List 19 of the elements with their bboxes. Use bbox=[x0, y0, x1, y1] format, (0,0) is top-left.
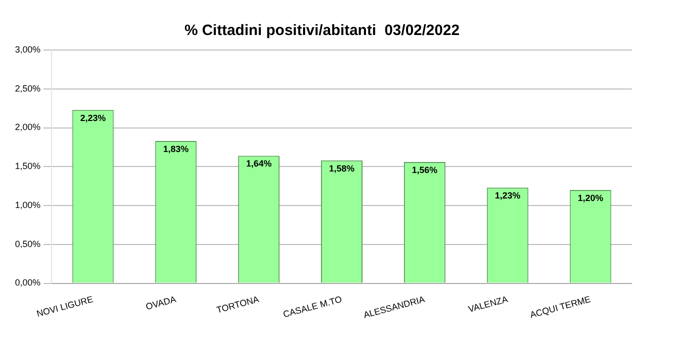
y-tick-label: 0,50% bbox=[14, 238, 41, 249]
y-tick-label: 3,00% bbox=[14, 44, 41, 54]
data-label: 2,23% bbox=[80, 112, 106, 123]
x-tick-label: ACQUI TERME bbox=[528, 294, 592, 320]
x-tick-label: NOVI LIGURE bbox=[36, 294, 94, 319]
y-tick-label: 2,50% bbox=[14, 83, 41, 94]
data-label: 1,23% bbox=[494, 190, 520, 201]
y-tick-label: 1,50% bbox=[14, 161, 41, 172]
chart-title: % Cittadini positivi/abitanti 03/02/2022 bbox=[184, 22, 460, 40]
y-tick-label: 1,00% bbox=[14, 200, 41, 210]
y-tick-label: 2,00% bbox=[14, 122, 41, 132]
x-tick-label: OVADA bbox=[144, 294, 178, 312]
y-tick-label: 0,00% bbox=[14, 278, 41, 288]
data-label: 1,56% bbox=[412, 164, 438, 175]
data-label: 1,58% bbox=[328, 163, 355, 174]
x-tick-label: CASALE M.TO bbox=[282, 294, 343, 320]
data-label: 1,64% bbox=[246, 158, 272, 169]
data-label: 1,83% bbox=[163, 144, 189, 154]
data-label: 1,20% bbox=[578, 192, 604, 203]
